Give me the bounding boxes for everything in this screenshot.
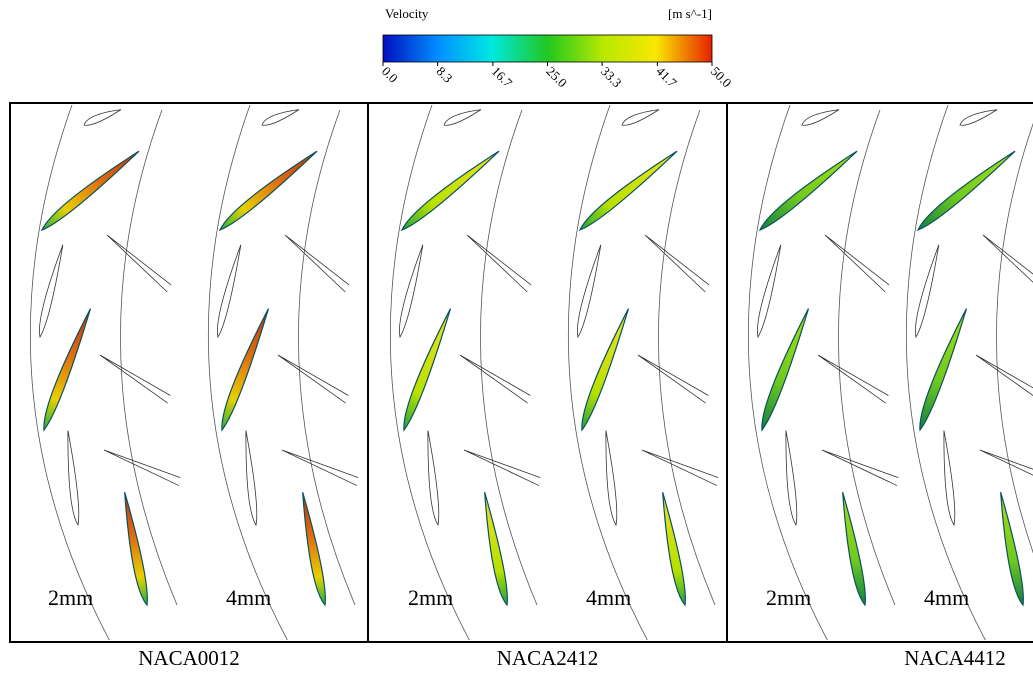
stator-vane [641, 449, 719, 486]
blade-contour [578, 150, 678, 232]
stator-vane [982, 234, 1033, 293]
contour-view [747, 105, 899, 640]
blade-outline [915, 244, 940, 339]
casing-arc [747, 105, 828, 640]
blade-contour [124, 491, 148, 607]
spacing-label: 2mm [48, 585, 93, 610]
blade-contour [842, 491, 866, 607]
rotor-arc [838, 109, 896, 606]
stator-vane [637, 354, 709, 404]
rotor-arc [480, 109, 538, 606]
blade-outline [943, 430, 956, 527]
blade-outline [605, 430, 618, 527]
stator-vane [644, 234, 710, 293]
stator-vane [99, 354, 171, 404]
stator-vane [281, 449, 359, 486]
blade-outline [621, 109, 660, 126]
blade-contour [484, 491, 508, 607]
blade-contour [916, 150, 1016, 232]
blade-outline [39, 244, 64, 339]
casing-arc [567, 105, 648, 640]
stator-vane [979, 449, 1033, 486]
stator-vane [824, 234, 890, 293]
rotor-arc [658, 109, 716, 606]
casing-arc [29, 105, 110, 640]
contour-view [207, 105, 359, 640]
panel-caption: NACA0012 [138, 646, 240, 670]
blade-contour [581, 308, 630, 432]
casing-arc [905, 105, 986, 640]
contour-view [389, 105, 541, 640]
stator-vane [821, 449, 899, 486]
spacing-label: 2mm [408, 585, 453, 610]
colorbar-title: Velocity [385, 6, 429, 21]
blade-contour [761, 308, 810, 432]
blade-outline [959, 109, 998, 126]
blade-outline [757, 244, 782, 339]
blade-outline [67, 430, 80, 527]
stator-vane [463, 449, 541, 486]
colorbar-tick-label: 50.0 [708, 64, 735, 91]
frame [9, 102, 1033, 643]
rotor-arc [120, 109, 178, 606]
blade-contour [43, 308, 92, 432]
stator-vane [466, 234, 532, 293]
spacing-label: 4mm [586, 585, 631, 610]
colorbar-tick-label: 33.3 [598, 64, 625, 91]
contour-view [905, 105, 1033, 640]
blade-outline [245, 430, 258, 527]
blade-contour [662, 491, 686, 607]
stator-vane [284, 234, 350, 293]
blade-contour [218, 150, 318, 232]
colorbar-tick-label: 25.0 [543, 64, 570, 91]
spacing-label: 4mm [226, 585, 271, 610]
blade-outline [217, 244, 242, 339]
blade-contour [1000, 491, 1024, 607]
blade-outline [427, 430, 440, 527]
blade-contour [400, 150, 500, 232]
colorbar-tick-label: 16.7 [489, 64, 516, 91]
blade-contour [221, 308, 270, 432]
blade-contour [919, 308, 968, 432]
blade-outline [83, 109, 122, 126]
panel-caption: NACA2412 [497, 646, 599, 670]
blade-outline [399, 244, 424, 339]
stator-vane [459, 354, 531, 404]
stator-vane [103, 449, 181, 486]
stator-vane [817, 354, 889, 404]
blade-outline [577, 244, 602, 339]
panel-caption: NACA4412 [904, 646, 1006, 670]
stator-vane [277, 354, 349, 404]
colorbar [382, 34, 713, 63]
casing-arc [207, 105, 288, 640]
spacing-label: 4mm [924, 585, 969, 610]
casing-arc [389, 105, 470, 640]
blade-outline [785, 430, 798, 527]
contour-view [567, 105, 719, 640]
contour-view [29, 105, 181, 640]
stator-vane [975, 354, 1033, 404]
blade-contour [403, 308, 452, 432]
stator-vane [106, 234, 172, 293]
blade-contour [302, 491, 326, 607]
blade-outline [443, 109, 482, 126]
colorbar-tick-label: 8.3 [433, 64, 455, 86]
rotor-arc [298, 109, 356, 606]
rotor-arc [996, 123, 1033, 554]
blade-contour [40, 150, 140, 232]
blade-outline [801, 109, 840, 126]
colorbar-tick-label: 0.0 [379, 64, 401, 86]
spacing-label: 2mm [766, 585, 811, 610]
colorbar-tick-label: 41.7 [653, 64, 680, 91]
blade-contour [758, 150, 858, 232]
colorbar-unit: [m s^-1] [668, 6, 712, 21]
blade-outline [261, 109, 300, 126]
